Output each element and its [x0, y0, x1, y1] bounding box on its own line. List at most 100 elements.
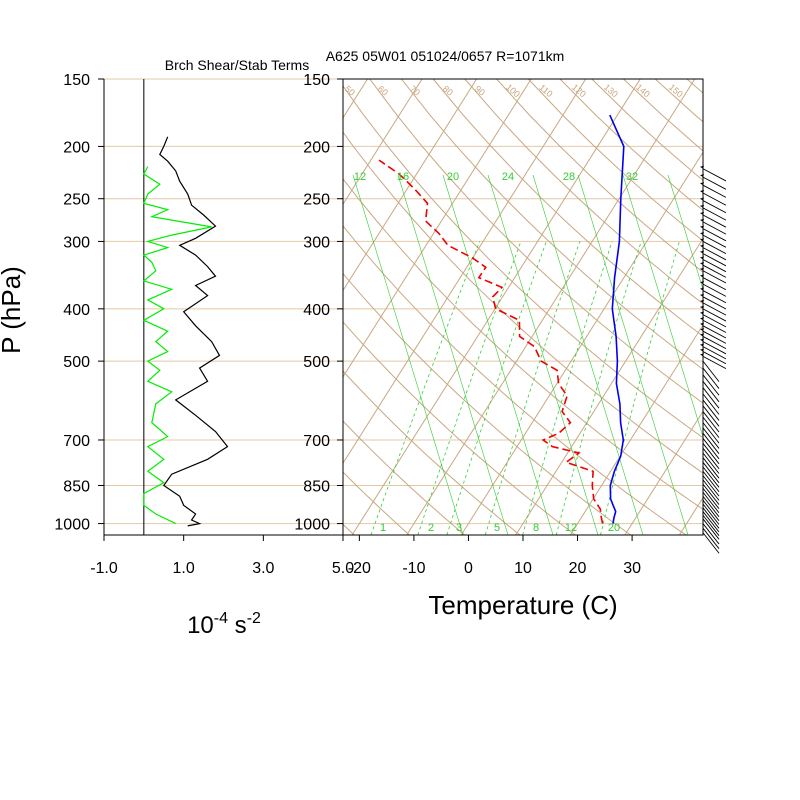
- wind-barb-staff: [702, 346, 727, 360]
- skewt-background-lines: [0, 79, 800, 535]
- wind-barb-staff: [702, 483, 720, 505]
- mixing-ratio-bottom-label: 1: [380, 522, 386, 534]
- wind-barb-staff: [702, 387, 720, 409]
- skewt-x-tick-label: 0: [464, 560, 473, 577]
- skewt-dry-adiabat: [343, 370, 521, 535]
- skewt-isotherm: [343, 79, 532, 378]
- left-panel-ticks: 150 200 250 300 400 500 700 850 1000 -1.0 1.0 3.0 5.…: [54, 72, 354, 577]
- wind-barb-staff: [702, 487, 720, 509]
- mixing-ratio-bottom-label: 20: [608, 522, 620, 534]
- mixing-ratio-bottom-label: 8: [533, 522, 539, 534]
- stability-term-line: [142, 166, 212, 525]
- left-y-tick-label: 150: [63, 72, 90, 89]
- skewt-dry-adiabat: [343, 321, 576, 535]
- wind-barb-staff: [702, 452, 720, 474]
- skewt-mixing-ratio: [600, 241, 680, 535]
- wind-barb-flag: [700, 317, 704, 321]
- wind-barb-staff: [702, 228, 727, 242]
- dry-adiabat-label: 120: [570, 82, 588, 99]
- wind-barb-staff: [702, 499, 720, 521]
- wind-barb-staff: [702, 457, 720, 479]
- wind-barb-staff: [702, 325, 727, 339]
- skewt-y-tick-label: 500: [303, 354, 330, 371]
- skewt-moist-adiabat: [532, 174, 644, 535]
- wind-barb-flag: [700, 281, 704, 285]
- dewpoint-profile: [378, 159, 604, 524]
- wind-barb-staff: [702, 495, 720, 518]
- skewt-y-tick-label: 150: [303, 72, 330, 89]
- wind-barb-flag: [700, 322, 704, 326]
- skewt-isotherm: [343, 79, 587, 465]
- skewt-mixing-ratio: [446, 241, 547, 535]
- skewt-profiles: [378, 114, 625, 524]
- wind-barb-staff: [702, 184, 727, 198]
- left-y-tick-label: 300: [63, 234, 90, 251]
- skewt-isotherm: [678, 496, 703, 535]
- left-x-tick-label: -1.0: [90, 560, 118, 577]
- wind-barb-staff: [702, 532, 720, 554]
- left-panel-series: [142, 136, 229, 527]
- dry-adiabat-label: 110: [537, 82, 554, 99]
- wind-barb-staff: [702, 438, 720, 460]
- skewt-isotherm: [460, 151, 703, 535]
- wind-barb-staff: [702, 360, 720, 382]
- wind-barb-flag: [700, 333, 704, 337]
- wind-barb-staff: [702, 168, 727, 182]
- wind-barb-staff: [702, 411, 720, 433]
- wind-barb-staff: [702, 503, 720, 525]
- skewt-isotherm: [0, 79, 204, 535]
- mixing-ratio-bottom-label: 12: [565, 522, 577, 534]
- wind-barb-staff: [702, 176, 727, 190]
- wind-barb-staff: [702, 462, 720, 484]
- skewt-y-tick-label: 850: [303, 478, 330, 495]
- skewt-dry-adiabat: [343, 225, 687, 535]
- skewt-moist-adiabat: [442, 174, 554, 535]
- wind-barb-staff: [702, 234, 727, 248]
- skewt-mixing-ratio: [484, 241, 581, 535]
- wind-barb-staff: [702, 479, 720, 501]
- skewt-dry-adiabat: [343, 85, 703, 439]
- left-panel-title: Brch Shear/Stab Terms: [165, 57, 309, 73]
- dry-adiabat-label: 100: [504, 82, 522, 99]
- wind-barb-staff: [702, 277, 727, 291]
- mixing-ratio-bottom-label: 5: [494, 522, 500, 534]
- mixing-ratio-label: 20: [447, 171, 459, 183]
- skewt-y-tick-label: 400: [303, 302, 330, 319]
- skewt-x-tick-label: 30: [623, 560, 641, 577]
- left-y-tick-label: 400: [63, 302, 90, 319]
- left-y-tick-label: 700: [63, 433, 90, 450]
- mixing-ratio-label: 28: [563, 171, 575, 183]
- skewt-y-tick-label: 1000: [294, 517, 330, 534]
- wind-barb-staff: [702, 518, 720, 540]
- skewt-y-tick-label: 200: [303, 139, 330, 156]
- wind-barb-flag: [700, 197, 704, 201]
- wind-barb-staff: [702, 259, 727, 273]
- skewt-y-tick-label: 250: [303, 192, 330, 209]
- wind-barb-staff: [702, 351, 727, 365]
- wind-barb-flag: [700, 311, 704, 315]
- wind-barb-staff: [702, 241, 727, 255]
- mixing-ratio-label: 24: [502, 171, 514, 183]
- wind-barb-staff: [702, 319, 727, 333]
- left-y-tick-label: 500: [63, 354, 90, 371]
- wind-barb-flag: [700, 218, 704, 222]
- skewt-dry-adiabat: [686, 79, 703, 94]
- wind-barb-staff: [702, 221, 727, 235]
- skewt-dry-adiabat: [343, 471, 410, 535]
- skewt-mixing-ratio: [370, 241, 481, 535]
- pressure-axis-label: P (hPa): [0, 266, 26, 354]
- main-title: A625 05W01 051024/0657 R=1071km: [326, 48, 565, 64]
- wind-barb-flag: [700, 299, 704, 303]
- wind-barb-flag: [700, 343, 704, 347]
- mixing-ratio-label: 12: [354, 171, 366, 183]
- skewt-dry-adiabat: [343, 272, 631, 535]
- wind-barb-flag: [700, 165, 704, 169]
- left-y-tick-label: 1000: [54, 517, 90, 534]
- wind-barb-flag: [700, 305, 704, 309]
- skewt-dry-adiabat: [343, 420, 466, 535]
- skewt-dry-adiabat: [401, 79, 703, 370]
- skewt-moist-adiabat: [622, 174, 703, 438]
- skewt-isotherm: [789, 79, 800, 535]
